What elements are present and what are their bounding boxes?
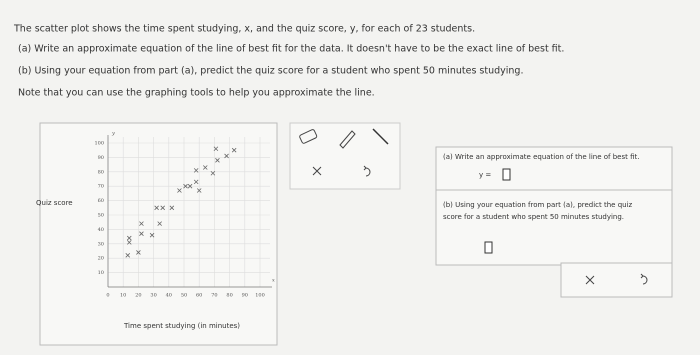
point [169, 205, 175, 211]
point [183, 183, 188, 189]
point [193, 179, 199, 185]
x-tick-label: 100 [255, 293, 265, 299]
x-tick-label: 0 [106, 293, 109, 299]
x-tick-label: 50 [181, 293, 187, 299]
point [187, 183, 193, 189]
point [213, 146, 219, 152]
x-tick-label: 20 [135, 293, 141, 299]
point [177, 188, 182, 193]
point [139, 221, 144, 226]
line-tool[interactable] [372, 128, 389, 145]
y-tick-label: 60 [98, 198, 104, 204]
point [157, 221, 162, 226]
prediction-input[interactable] [484, 241, 493, 254]
y-tick-label: 100 [94, 141, 104, 147]
answer-box [435, 146, 673, 266]
graph-box [39, 122, 278, 346]
y-tick-label: 30 [98, 241, 104, 247]
x-tick-label: 40 [166, 293, 172, 299]
pencil-tool[interactable] [339, 130, 356, 149]
point [139, 231, 144, 237]
equation-input[interactable] [502, 168, 511, 181]
point [202, 165, 208, 170]
x-tick-label: 10 [120, 293, 126, 299]
y-tick-label: 70 [98, 184, 104, 190]
point [149, 232, 155, 238]
button-box [560, 262, 673, 298]
undo-button[interactable] [363, 165, 371, 177]
point [231, 147, 237, 153]
x-tick-label: 60 [196, 293, 202, 299]
point [215, 157, 220, 163]
y-axis-label: Quiz score [36, 199, 73, 207]
clear-answer-button[interactable] [585, 275, 595, 285]
y-tick-label: 10 [98, 270, 104, 276]
point [154, 205, 159, 211]
tool-panel [289, 122, 401, 190]
x-tick-label: 80 [226, 293, 232, 299]
question-note: Note that you can use the graphing tools… [18, 88, 375, 99]
clear-button[interactable] [312, 166, 322, 176]
point [210, 170, 216, 176]
answer-part-b-line1: (b) Using your equation from part (a), p… [443, 201, 633, 209]
question-intro: The scatter plot shows the time spent st… [13, 24, 475, 35]
question-part-b: (b) Using your equation from part (a), p… [18, 66, 523, 77]
point [193, 168, 199, 173]
undo-answer-button[interactable] [640, 273, 648, 285]
y-tick-label: 20 [98, 256, 104, 262]
y-axis-letter: y [111, 131, 115, 137]
y-tick-label: 90 [98, 155, 104, 161]
question-part-a: (a) Write an approximate equation of the… [18, 44, 564, 55]
answer-panel: (a) Write an approximate equation of the… [435, 146, 673, 298]
point [224, 153, 229, 159]
point [125, 253, 131, 258]
y-tick-label: 40 [98, 227, 104, 233]
point [196, 188, 202, 193]
x-tick-label: 30 [150, 293, 156, 299]
answer-part-b-line2: score for a student who spent 50 minutes… [443, 213, 624, 221]
answer-part-a: (a) Write an approximate equation of the… [443, 153, 639, 161]
x-axis-letter: x [272, 278, 275, 284]
y-tick-label: 50 [98, 213, 104, 219]
x-axis-label: Time spent studying (in minutes) [123, 322, 240, 330]
x-tick-label: 90 [242, 293, 248, 299]
y-tick-label: 80 [98, 169, 104, 175]
point [136, 250, 141, 255]
graph-tools [289, 122, 401, 190]
point [126, 235, 132, 241]
eraser-tool[interactable] [299, 129, 318, 144]
point [160, 205, 166, 211]
equation-prefix: y = [479, 171, 491, 179]
plot: 0 10 20 30 40 50 60 70 80 90 100 10 20 30 40 50 60 70 80 90… [94, 131, 275, 299]
x-tick-label: 70 [211, 293, 217, 299]
point [126, 240, 132, 245]
